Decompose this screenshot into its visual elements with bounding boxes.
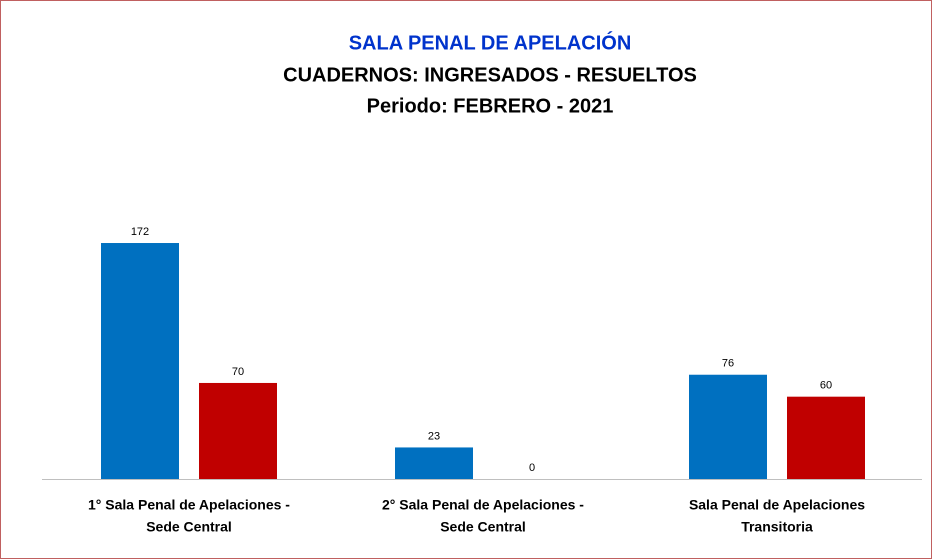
x-tick-label: Sede Central bbox=[440, 519, 526, 535]
data-label: 60 bbox=[820, 380, 832, 392]
bar bbox=[395, 447, 473, 479]
chart-subtitle: CUADERNOS: INGRESADOS - RESUELTOS bbox=[283, 64, 697, 86]
data-label: 0 bbox=[529, 462, 535, 474]
chart-subtitle: Periodo: FEBRERO - 2021 bbox=[367, 95, 614, 117]
data-label: 172 bbox=[131, 226, 149, 238]
x-tick-label: Transitoria bbox=[741, 519, 813, 535]
bar bbox=[199, 382, 277, 479]
chart-title: SALA PENAL DE APELACIÓN bbox=[349, 30, 632, 54]
x-tick-label: 2° Sala Penal de Apelaciones - bbox=[382, 497, 584, 513]
x-tick-label: 1° Sala Penal de Apelaciones - bbox=[88, 497, 290, 513]
data-label: 76 bbox=[722, 358, 734, 370]
bar bbox=[689, 374, 767, 479]
bar bbox=[787, 396, 865, 479]
bar bbox=[101, 243, 179, 479]
data-label: 70 bbox=[232, 366, 244, 378]
x-tick-label: Sala Penal de Apelaciones bbox=[689, 497, 865, 513]
data-label: 23 bbox=[428, 430, 440, 442]
x-tick-label: Sede Central bbox=[146, 519, 232, 535]
